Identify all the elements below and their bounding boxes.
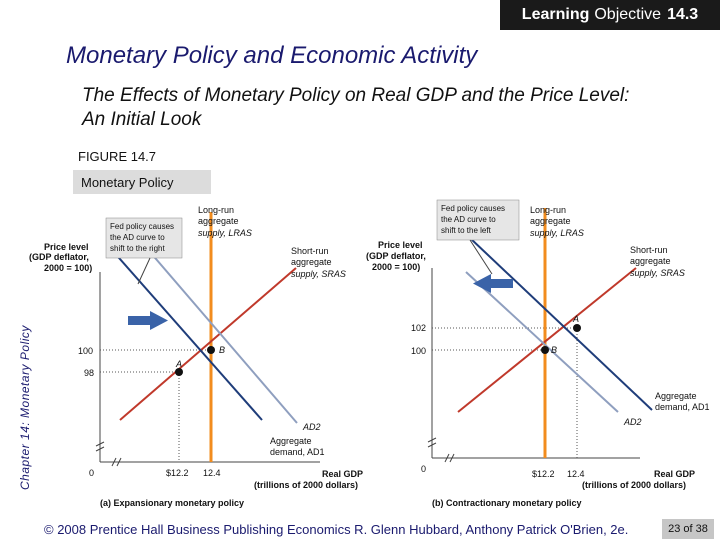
left-point-b [207, 346, 215, 354]
right-xlabel-2: (trillions of 2000 dollars) [582, 480, 686, 490]
left-xlabel-2: (trillions of 2000 dollars) [254, 480, 358, 490]
left-shift-arrow-body [128, 316, 150, 325]
left-callout-box [105, 217, 183, 259]
left-ytick-100: 100 [78, 346, 93, 356]
left-ad2-label: AD2 [302, 422, 321, 432]
left-lras-label-3: supply, LRAS [198, 228, 252, 238]
right-panel: Fed policy causes the AD curve to shift … [366, 194, 720, 512]
right-sras-label-2: aggregate [630, 256, 671, 266]
lo-number: 14.3 [667, 6, 699, 23]
right-xlabel-1: Real GDP [654, 469, 695, 479]
right-ad1-label-1: Aggregate [655, 391, 697, 401]
right-ad2-label: AD2 [623, 417, 642, 427]
page-counter: 23 of 38 [662, 519, 714, 539]
right-xtick-122: $12.2 [532, 469, 555, 479]
left-lras-label-1: Long-run [198, 205, 234, 215]
left-callout-line-2: the AD curve to [110, 233, 165, 242]
left-point-b-label: B [219, 345, 225, 355]
right-panel-background [400, 194, 720, 512]
right-callout-line-2: the AD curve to [441, 215, 496, 224]
right-sras-label-1: Short-run [630, 245, 668, 255]
right-x-break [444, 453, 455, 463]
left-callout-pointer [137, 257, 151, 285]
right-shift-arrow-head [473, 274, 491, 293]
right-ytick-102: 102 [411, 323, 426, 333]
left-lras-label-2: aggregate [198, 216, 239, 226]
left-xlabel-1: Real GDP [322, 469, 363, 479]
left-point-a-label: A [175, 359, 182, 369]
lo-bold: Learning [521, 6, 590, 23]
slide-title: Monetary Policy and Economic Activity [66, 42, 478, 69]
right-ad1-curve [469, 237, 653, 411]
right-point-b-label: B [551, 345, 557, 355]
left-ad2-curve [149, 251, 298, 424]
left-y-break [95, 441, 105, 452]
lo-text: Objective [594, 6, 662, 23]
left-ylabel-1: Price level [44, 242, 89, 252]
right-shift-arrow-body [491, 279, 513, 288]
left-panel-caption: (a) Expansionary monetary policy [100, 498, 244, 508]
right-callout-box [436, 199, 520, 241]
figure-tab: Monetary Policy [73, 170, 211, 194]
right-ytick-100: 100 [411, 346, 426, 356]
footer-credit: © 2008 Prentice Hall Business Publishing… [44, 522, 629, 537]
left-callout-line-1: Fed policy causes [110, 222, 174, 231]
left-sras-label-2: aggregate [291, 257, 332, 267]
left-ad1-curve [111, 249, 263, 421]
right-callout-line-1: Fed policy causes [441, 204, 505, 213]
right-sras-label-3: supply, SRAS [630, 268, 685, 278]
right-callout-line-3: shift to the left [441, 226, 492, 235]
left-callout-line-3: shift to the right [110, 244, 165, 253]
left-origin: 0 [89, 468, 94, 478]
right-y-break [427, 437, 437, 448]
left-ylabel-3: 2000 = 100) [44, 263, 92, 273]
right-lras-label-2: aggregate [530, 216, 571, 226]
slide-subtitle: The Effects of Monetary Policy on Real G… [82, 85, 630, 130]
left-ytick-98: 98 [84, 368, 94, 378]
left-xtick-124: 12.4 [203, 468, 221, 478]
right-callout-pointer [469, 239, 493, 275]
left-shift-arrow-head [150, 311, 168, 330]
right-point-a-label: A [572, 314, 579, 324]
right-xtick-124: 12.4 [567, 469, 585, 479]
right-point-b [541, 346, 549, 354]
left-sras-label-1: Short-run [291, 246, 329, 256]
left-sras-label-3: supply, SRAS [291, 269, 346, 279]
left-ad1-label-1: Aggregate [270, 436, 312, 446]
left-point-a [175, 368, 183, 376]
right-lras-label-3: supply, LRAS [530, 228, 584, 238]
right-lras-label-1: Long-run [530, 205, 566, 215]
right-ylabel-2: (GDP deflator, [366, 251, 426, 261]
right-ad1-label-2: demand, AD1 [655, 402, 710, 412]
left-x-break [111, 457, 122, 467]
right-ylabel-3: 2000 = 100) [372, 262, 420, 272]
left-panel: Fed policy causes the AD curve to shift … [29, 194, 394, 512]
left-ylabel-2: (GDP deflator, [29, 252, 89, 262]
right-ylabel-1: Price level [378, 240, 423, 250]
right-sras-curve [457, 267, 637, 413]
right-panel-caption: (b) Contractionary monetary policy [432, 498, 582, 508]
right-origin: 0 [421, 464, 426, 474]
learning-objective-badge: Learning Objective 14.3 [500, 0, 720, 30]
right-point-a [573, 324, 581, 332]
left-ad1-label-2: demand, AD1 [270, 447, 325, 457]
right-ad2-curve [465, 271, 619, 413]
figure-label: FIGURE 14.7 [78, 149, 157, 164]
left-sras-curve [119, 267, 297, 421]
left-xtick-122: $12.2 [166, 468, 189, 478]
